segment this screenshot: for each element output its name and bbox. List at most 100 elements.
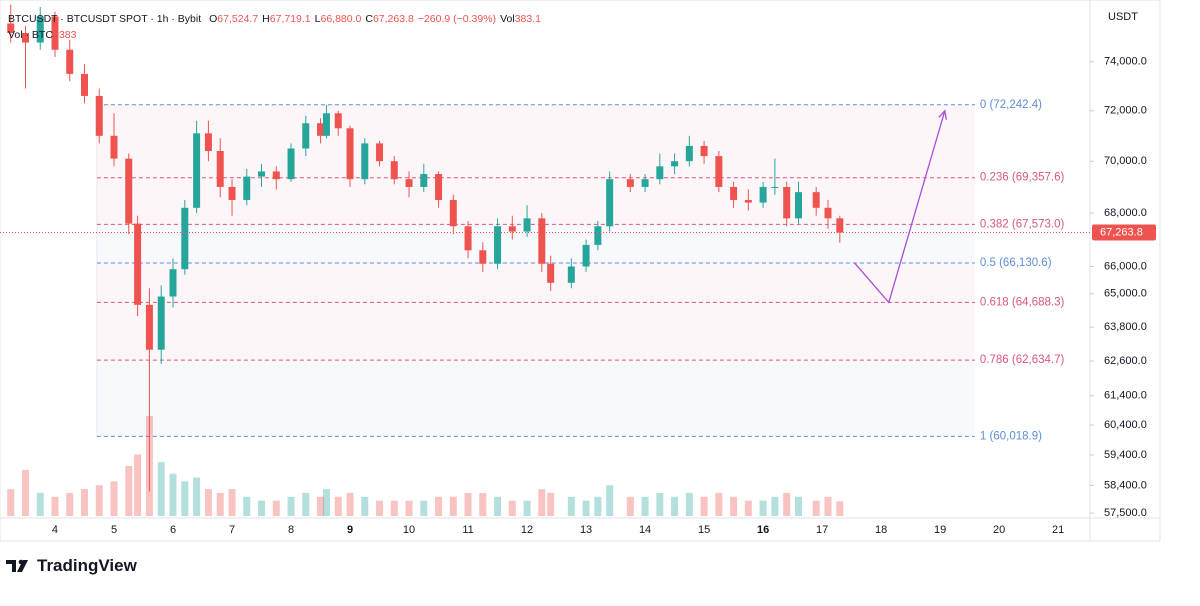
candle-body <box>656 166 664 180</box>
y-tick-label: 65,000.0 <box>1104 288 1147 300</box>
volume-bar <box>125 466 133 516</box>
change: −260.9 (−0.39%) <box>417 13 497 25</box>
volume-bar <box>626 496 634 516</box>
volume-bar <box>836 501 844 516</box>
ohlc-value: 66,880.0 <box>320 13 362 25</box>
volume-bar <box>361 496 369 516</box>
candle-body <box>145 304 153 350</box>
brand-logo <box>6 559 28 572</box>
candle-body <box>7 23 15 34</box>
volume-bar <box>21 469 29 516</box>
volume-bar <box>110 481 118 516</box>
candle-body <box>836 218 844 233</box>
y-tick-label: 63,800.0 <box>1104 321 1147 333</box>
candle-body <box>771 186 779 188</box>
x-tick-label: 5 <box>111 524 117 536</box>
volume-bar <box>243 496 251 516</box>
x-tick-label: 9 <box>347 524 353 536</box>
x-tick-label: 6 <box>170 524 176 536</box>
candle-body <box>494 226 502 264</box>
volume-bar <box>700 496 708 516</box>
candle-body <box>36 16 44 43</box>
candle-body <box>322 113 330 136</box>
candle-body <box>216 151 224 187</box>
x-tick-label: 4 <box>52 524 58 536</box>
volume-bar <box>317 496 325 516</box>
candle-body <box>204 133 212 152</box>
candle-body <box>287 148 295 180</box>
volume-bar <box>594 496 602 516</box>
candle-body <box>405 179 413 187</box>
header-row: BTCUSDT · BTCUSDT SPOT · 1h · Bybit O67,5… <box>8 11 541 27</box>
x-tick-label: 21 <box>1052 524 1064 536</box>
volume-bar <box>449 496 457 516</box>
volume-bar <box>228 489 236 516</box>
x-tick-label: 20 <box>993 524 1005 536</box>
volume-bar <box>582 500 590 516</box>
fib-label: 0.786 (62,634.7) <box>980 354 1065 366</box>
candle-body <box>21 33 29 43</box>
y-tick-label: 62,600.0 <box>1104 355 1147 367</box>
volume-bar <box>169 473 177 516</box>
ohlc-value: 67,263.8 <box>372 13 414 25</box>
candle-body <box>390 161 398 180</box>
candle-body <box>228 186 236 200</box>
candle-body <box>671 161 679 167</box>
candle-body <box>824 207 832 219</box>
volume-bar <box>7 489 15 516</box>
candle-body <box>361 143 369 180</box>
header-row: Vol · BTC 383 <box>8 27 541 43</box>
candle-body <box>641 179 649 187</box>
y-tick-label: 70,000.0 <box>1104 155 1147 167</box>
candle-body <box>794 192 802 219</box>
x-tick-label: 11 <box>462 524 473 536</box>
candle-body <box>420 174 428 187</box>
candle-body <box>334 113 342 129</box>
candle-body <box>80 73 88 96</box>
volume-bar <box>51 496 59 516</box>
volume-bar <box>36 492 44 516</box>
candle-body <box>95 95 103 136</box>
x-tick-label: 16 <box>757 524 769 536</box>
ohlc-value: 67,719.1 <box>269 13 311 25</box>
symbol: BTCUSDT · BTCUSDT SPOT · 1h · Bybit <box>8 13 202 25</box>
candle-body <box>594 226 602 245</box>
candle-body <box>243 176 251 200</box>
projection-line <box>854 110 946 304</box>
volume-bar <box>420 500 428 516</box>
x-tick-label: 7 <box>229 524 235 536</box>
candle-body <box>125 158 133 224</box>
y-tick-label: 74,000.0 <box>1104 56 1147 68</box>
fib-label: 1 (60,018.9) <box>980 430 1042 442</box>
volume-bar <box>334 496 342 516</box>
candle-body <box>582 244 590 267</box>
volume-bar <box>641 496 649 516</box>
volume-bar <box>287 496 295 516</box>
volume-bar <box>715 492 723 516</box>
candle-body <box>302 123 310 149</box>
volume-bar <box>494 496 502 516</box>
volume-bar <box>508 500 516 516</box>
x-tick-label: 17 <box>816 524 828 536</box>
volume-bar <box>405 500 413 516</box>
volume-bar <box>824 496 832 516</box>
candle-body <box>193 133 201 208</box>
ohlc-key: L <box>314 13 321 25</box>
y-tick-label: 68,000.0 <box>1104 207 1147 219</box>
candle-body <box>376 143 384 162</box>
x-tick-label: 8 <box>288 524 294 536</box>
ohlc-key: H <box>262 13 270 25</box>
fib-label: 0.5 (66,130.6) <box>980 257 1052 269</box>
volume-bar <box>390 500 398 516</box>
volume-bar <box>656 492 664 516</box>
volume-bar <box>80 489 88 516</box>
volume-bar <box>744 500 752 516</box>
volume-bar <box>66 492 74 516</box>
candle-body <box>346 128 354 180</box>
y-tick-label: 61,400.0 <box>1104 390 1147 402</box>
volume-bar <box>794 496 802 516</box>
ohlc-key: O <box>209 13 218 25</box>
vol-value: 383.1 <box>514 13 541 25</box>
fib-label: 0.618 (64,688.3) <box>980 296 1065 308</box>
